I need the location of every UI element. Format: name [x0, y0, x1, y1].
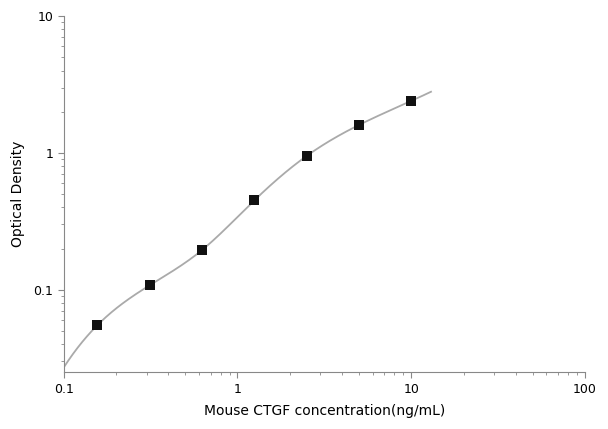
Point: [354, 121, 364, 128]
Point: [249, 197, 259, 204]
Point: [197, 247, 207, 254]
Point: [145, 282, 154, 289]
Point: [92, 322, 102, 329]
Point: [302, 153, 311, 160]
Point: [406, 97, 416, 104]
Y-axis label: Optical Density: Optical Density: [11, 141, 25, 247]
X-axis label: Mouse CTGF concentration(ng/mL): Mouse CTGF concentration(ng/mL): [204, 404, 445, 418]
